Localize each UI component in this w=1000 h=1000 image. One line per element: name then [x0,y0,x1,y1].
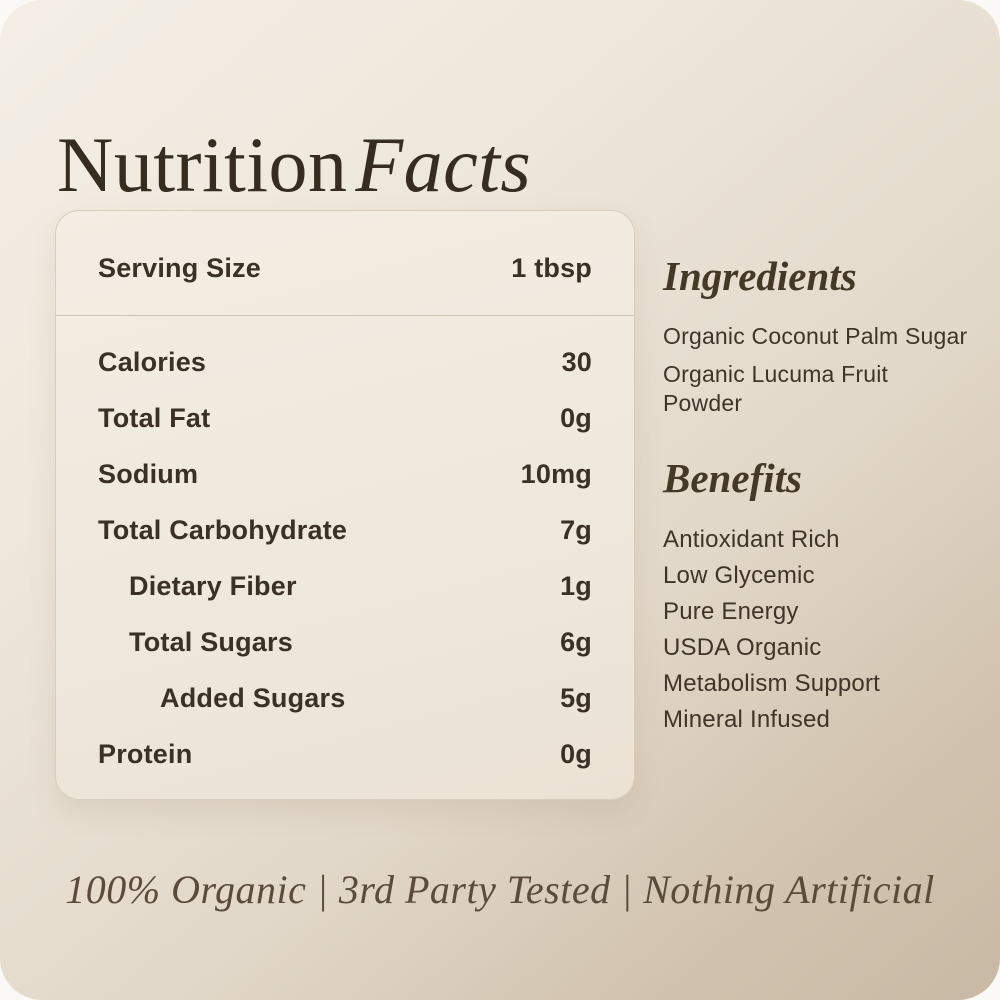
nutrient-value: 1g [560,570,592,601]
serving-size-label: Serving Size [98,252,261,283]
nutrient-row: Protein 0g [98,726,592,782]
benefit-item: Low Glycemic [663,562,815,589]
nutrient-row: Sodium 10mg [98,446,592,502]
benefits-heading: Benefits [663,455,802,501]
page-title-regular: Nutrition [57,121,348,209]
benefits-list: Antioxidant Rich Low Glycemic Pure Energ… [663,522,968,738]
page-title: Nutrition Facts [57,120,531,210]
page-title-italic: Facts [355,121,532,209]
nutrient-value: 7g [560,514,592,545]
nutrient-label: Total Carbohydrate [98,514,348,545]
nutrient-label: Total Fat [98,402,211,433]
serving-size-row: Serving Size 1 tbsp [98,247,592,289]
panel-divider [56,315,634,316]
nutrition-panel: Serving Size 1 tbsp Calories 30 Total Fa… [55,210,635,800]
nutrient-label: Total Sugars [129,626,293,657]
nutrient-value: 30 [561,346,592,377]
nutrient-row: Calories 30 [98,334,592,390]
footer-tagline: 100% Organic | 3rd Party Tested | Nothin… [65,867,935,912]
nutrient-label: Protein [98,738,193,769]
ingredients-heading: Ingredients [663,253,857,299]
benefit-item: Metabolism Support [663,670,881,697]
benefit-item: USDA Organic [663,634,822,661]
nutrient-row: Total Fat 0g [98,390,592,446]
nutrient-row: Total Sugars 6g [98,614,592,670]
info-column: Ingredients Organic Coconut Palm Sugar O… [663,252,968,738]
nutrient-value: 0g [560,738,592,769]
nutrient-value: 10mg [520,458,592,489]
benefit-item: Mineral Infused [663,706,831,733]
ingredient-item: Organic Coconut Palm Sugar [663,323,968,349]
nutrient-value: 6g [560,626,592,657]
nutrient-label: Dietary Fiber [129,570,297,601]
nutrient-value: 5g [560,682,592,713]
nutrient-rows: Calories 30 Total Fat 0g Sodium 10mg Tot… [98,334,592,782]
nutrient-value: 0g [560,402,592,433]
ingredient-item: Organic Lucuma Fruit Powder [663,361,889,416]
benefit-item: Antioxidant Rich [663,526,840,553]
nutrient-row: Dietary Fiber 1g [98,558,592,614]
serving-size-value: 1 tbsp [511,252,592,283]
nutrient-label: Sodium [98,458,199,489]
nutrient-label: Calories [98,346,207,377]
nutrient-row: Total Carbohydrate 7g [98,502,592,558]
ingredients-list: Organic Coconut Palm Sugar Organic Lucum… [663,322,968,418]
nutrient-label: Added Sugars [160,682,346,713]
benefit-item: Pure Energy [663,598,799,625]
nutrient-row: Added Sugars 5g [98,670,592,726]
